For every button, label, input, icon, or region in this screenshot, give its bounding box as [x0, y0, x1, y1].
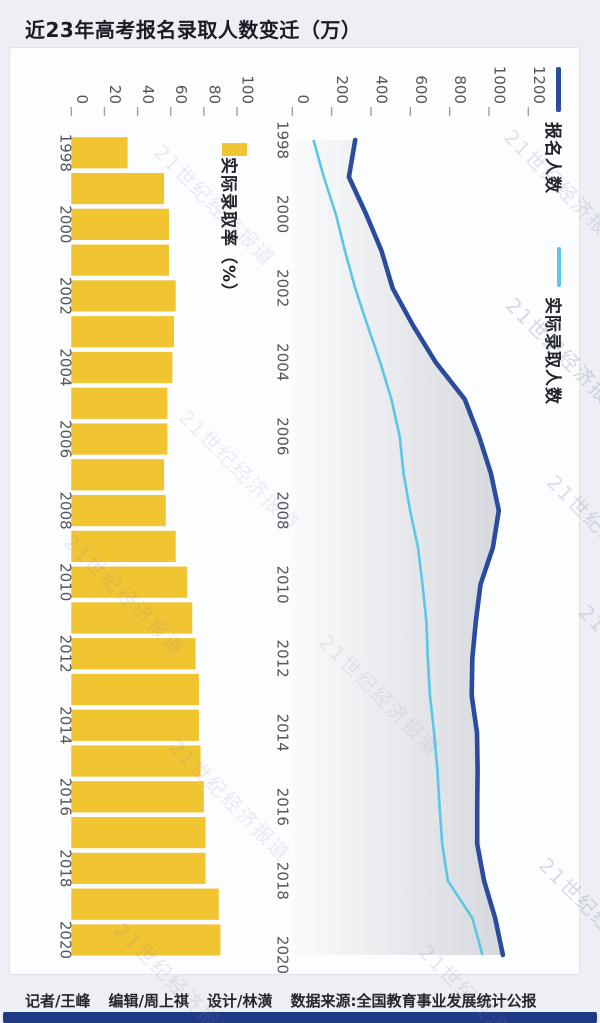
rate-bar-2001: [71, 244, 170, 276]
line-year-label: 2002: [274, 269, 292, 307]
bar-year-label: 2002: [57, 277, 75, 315]
line-year-label: 1998: [274, 121, 292, 159]
rate-bar-2003: [71, 316, 175, 348]
bar-year-label: 2016: [57, 778, 75, 816]
bar-axis-tick-label: 20: [106, 85, 124, 104]
footer-reporter: 记者/王峰: [25, 992, 91, 1010]
rate-bar-2002: [71, 280, 176, 312]
footer-credits: 记者/王峰 编辑/周上祺 设计/林潢 数据来源:全国教育事业发展统计公报: [25, 990, 536, 1011]
bottom-accent-bar: [3, 1012, 597, 1023]
admitted-line: [312, 139, 484, 956]
admitted-legend-label: 实际录取人数: [542, 297, 562, 405]
rate-bar-2014: [71, 709, 199, 741]
line-year-label: 2000: [274, 195, 292, 233]
bar-year-label: 2008: [57, 492, 75, 530]
rate-bar-2012: [71, 638, 196, 670]
bar-year-label: 2012: [57, 635, 75, 673]
rate-bar-2017: [71, 817, 206, 849]
line-year-label: 2020: [274, 936, 292, 974]
rate-bar-2011: [71, 602, 193, 634]
rate-bar-2010: [71, 566, 188, 598]
line-year-label: 2012: [274, 640, 292, 678]
bar-axis-tick-label: 40: [139, 85, 157, 104]
bar-year-label: 2010: [57, 563, 75, 601]
footer-designer: 设计/林潢: [206, 992, 273, 1010]
line-axis-tick-label: 600: [412, 75, 430, 104]
rate-bar-2013: [71, 673, 199, 706]
line-axis-tick-label: 800: [451, 75, 469, 104]
line-axis-tick-label: 200: [333, 75, 351, 104]
applicants-line: [346, 137, 506, 958]
rate-bar-2007: [71, 459, 165, 491]
rate-bar-2020: [71, 924, 221, 956]
line-year-label: 2010: [274, 565, 292, 603]
bar-axis-tick-label: 60: [172, 85, 190, 104]
line-year-label: 2004: [274, 343, 292, 381]
bar-year-label: 2018: [57, 849, 75, 887]
bar-year-label: 1998: [57, 134, 75, 172]
rate-bar-2004: [71, 351, 173, 384]
line-axis-tick-label: 1200: [530, 66, 548, 104]
rate-bar-2008: [71, 495, 166, 527]
applicants-legend-line: [556, 67, 561, 112]
bar-year-label: 2000: [57, 205, 75, 243]
bar-year-label: 2004: [57, 348, 75, 386]
line-year-label: 2016: [274, 788, 292, 826]
rate-bar-2009: [71, 530, 176, 562]
admitted-legend-line: [557, 247, 561, 287]
line-year-label: 2018: [274, 862, 292, 900]
line-year-label: 2008: [274, 491, 292, 529]
rate-bar-2019: [71, 888, 219, 920]
bar-year-label: 2014: [57, 706, 75, 744]
line-year-label: 2014: [274, 714, 292, 752]
rate-bar-1998: [71, 137, 128, 169]
rate-bar-2015: [71, 745, 201, 777]
rate-legend-swatch: [222, 143, 247, 156]
rate-bar-2000: [71, 208, 170, 240]
rate-legend-label: 实际录取率（%）: [218, 157, 238, 302]
line-axis-tick-label: 400: [372, 75, 390, 104]
bar-year-label: 2020: [57, 921, 75, 959]
rate-bar-1999: [71, 172, 165, 205]
applicants-legend-label: 报名人数: [542, 122, 562, 194]
rate-bar-2018: [71, 852, 206, 884]
bar-axis-tick-label: 80: [205, 85, 223, 104]
bar-axis-tick-label: 0: [73, 94, 91, 104]
rate-bar-2005: [71, 387, 168, 419]
bar-year-label: 2006: [57, 420, 75, 458]
rate-bar-2006: [71, 423, 168, 455]
line-axis-tick-label: 0: [294, 94, 312, 104]
line-year-label: 2006: [274, 417, 292, 455]
footer-data-source: 数据来源:全国教育事业发展统计公报: [290, 992, 537, 1010]
rate-bar-2016: [71, 781, 204, 813]
applicants-area: [292, 140, 503, 955]
footer-editor: 编辑/周上祺: [108, 992, 189, 1010]
chart-title: 近23年高考报名录取人数变迁（万）: [25, 18, 362, 42]
bar-axis-tick-label: 100: [239, 75, 257, 104]
line-axis-tick-label: 1000: [490, 66, 508, 104]
